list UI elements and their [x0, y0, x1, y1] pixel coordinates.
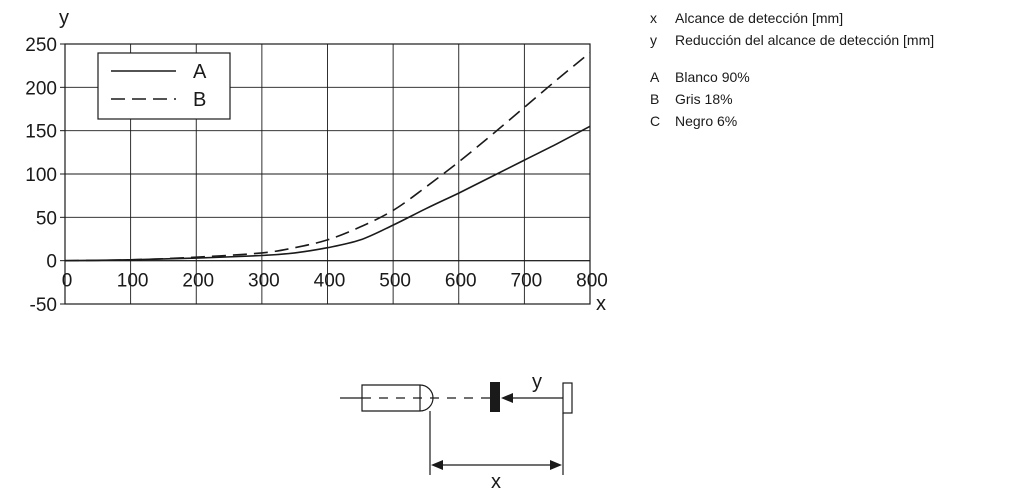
key-text: Negro 6%	[675, 113, 738, 129]
x-arrow-left-icon	[431, 460, 443, 470]
diagram-y-label: y	[532, 371, 542, 393]
series-line-b	[64, 52, 591, 262]
x-tick-label: 0	[62, 271, 73, 292]
x-axis-label: x	[596, 293, 606, 315]
key-text: Blanco 90%	[675, 69, 750, 85]
key-symbol: B	[650, 91, 660, 107]
x-tick-label: 800	[576, 271, 608, 292]
key-row-c: C Negro 6%	[650, 110, 1035, 132]
legend: AB	[97, 52, 231, 120]
series-lines	[64, 52, 591, 262]
legend-label-b: B	[193, 89, 206, 111]
plot-frame	[60, 43, 591, 305]
key-symbol: A	[650, 69, 660, 85]
y-tick-label: -50	[30, 295, 57, 316]
key-text: Gris 18%	[675, 91, 733, 107]
y-tick-label: 200	[25, 78, 57, 99]
y-arrow-head-icon	[501, 393, 513, 403]
key-text: Reducción del alcance de detección [mm]	[675, 32, 935, 48]
x-tick-label: 200	[182, 271, 214, 292]
legend-box	[97, 52, 231, 120]
y-tick-label: 250	[25, 35, 57, 56]
x-tick-label: 400	[314, 271, 346, 292]
measurement-diagram: y x	[340, 371, 573, 490]
x-tick-label: 100	[117, 271, 149, 292]
key-text: Alcance de detección [mm]	[675, 10, 844, 26]
y-tick-label: 0	[46, 252, 57, 273]
key-symbol: x	[650, 10, 657, 26]
key-panel: x Alcance de detección [mm] y Reducción …	[650, 0, 1035, 132]
y-tick-label: 150	[25, 122, 57, 143]
key-symbol: C	[650, 113, 661, 129]
key-row-a: A Blanco 90%	[650, 66, 1035, 88]
object-block-icon	[490, 382, 500, 412]
key-row-x: x Alcance de detección [mm]	[650, 7, 1035, 29]
key-symbol: y	[650, 32, 657, 48]
x-tick-label: 700	[511, 271, 543, 292]
reflector-icon	[562, 382, 573, 414]
legend-label-a: A	[193, 61, 207, 83]
y-tick-label: 50	[36, 208, 57, 229]
key-row-y: y Reducción del alcance de detección [mm…	[650, 29, 1035, 51]
y-tick-label: 100	[25, 165, 57, 186]
series-line-a	[64, 125, 591, 262]
key-row-b: B Gris 18%	[650, 88, 1035, 110]
x-tick-label: 600	[445, 271, 477, 292]
x-tick-label: 500	[379, 271, 411, 292]
x-arrow-right-icon	[550, 460, 562, 470]
diagram-x-label: x	[491, 471, 501, 490]
x-tick-label: 300	[248, 271, 280, 292]
y-axis-label: y	[59, 7, 69, 29]
